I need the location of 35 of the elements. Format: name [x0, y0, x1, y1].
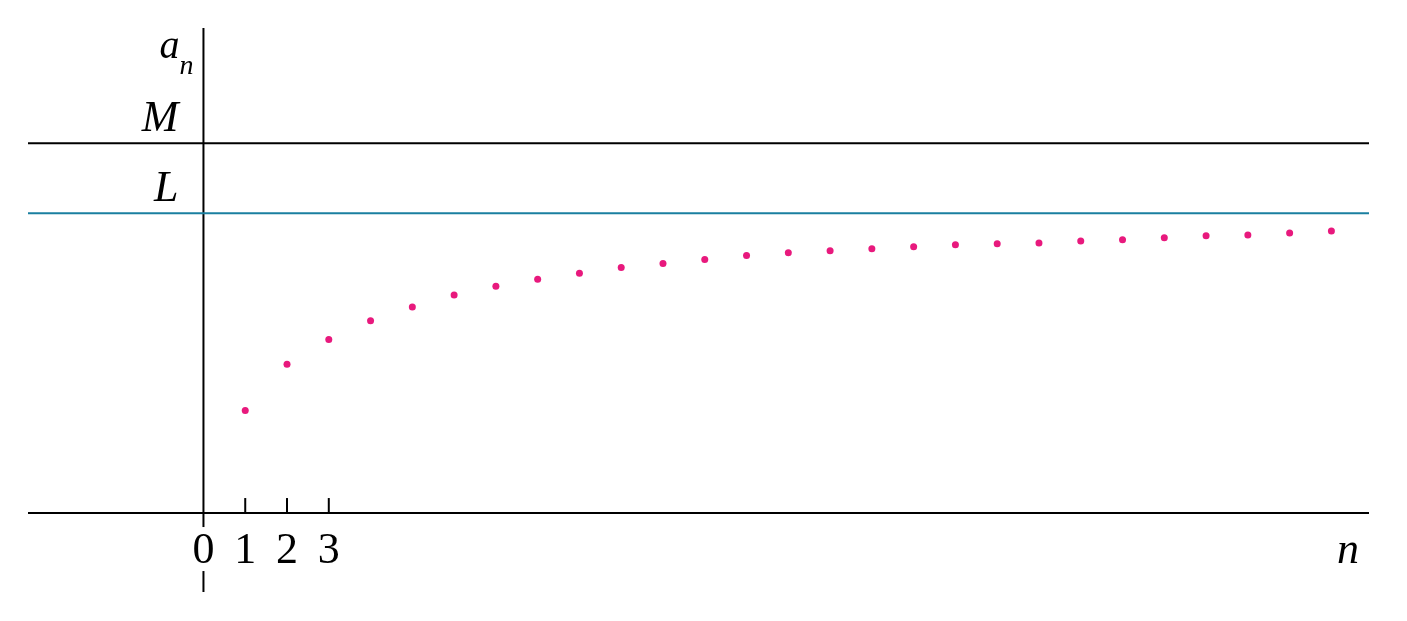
- point: [1077, 237, 1085, 245]
- point: [1202, 232, 1210, 240]
- point: [283, 360, 291, 368]
- point: [659, 259, 667, 267]
- point: [575, 269, 583, 277]
- ref-line-label: M: [140, 92, 181, 142]
- x-tick-label: 0: [192, 524, 215, 574]
- point: [826, 247, 834, 255]
- ref-line-label: L: [152, 162, 179, 212]
- x-tick-label: 2: [276, 524, 299, 574]
- point: [450, 291, 458, 299]
- point: [617, 263, 625, 271]
- point: [743, 252, 751, 260]
- point: [910, 243, 918, 251]
- point: [1119, 236, 1127, 244]
- x-axis-title: n: [1337, 524, 1359, 574]
- point: [1244, 231, 1252, 239]
- point: [701, 256, 709, 264]
- point: [241, 406, 249, 414]
- point: [784, 249, 792, 257]
- point: [408, 303, 416, 311]
- point: [1286, 229, 1294, 237]
- point: [1160, 234, 1168, 242]
- point: [1327, 227, 1335, 235]
- x-tick-label: 3: [317, 524, 340, 574]
- point: [534, 275, 542, 283]
- point: [325, 336, 333, 344]
- point: [367, 317, 375, 325]
- point: [951, 241, 959, 249]
- point: [993, 240, 1001, 248]
- y-axis-title: a$_{n}$: [159, 22, 194, 80]
- x-tick-label: 1: [234, 524, 257, 574]
- point: [1035, 239, 1043, 247]
- point: [492, 282, 500, 290]
- point: [868, 245, 876, 253]
